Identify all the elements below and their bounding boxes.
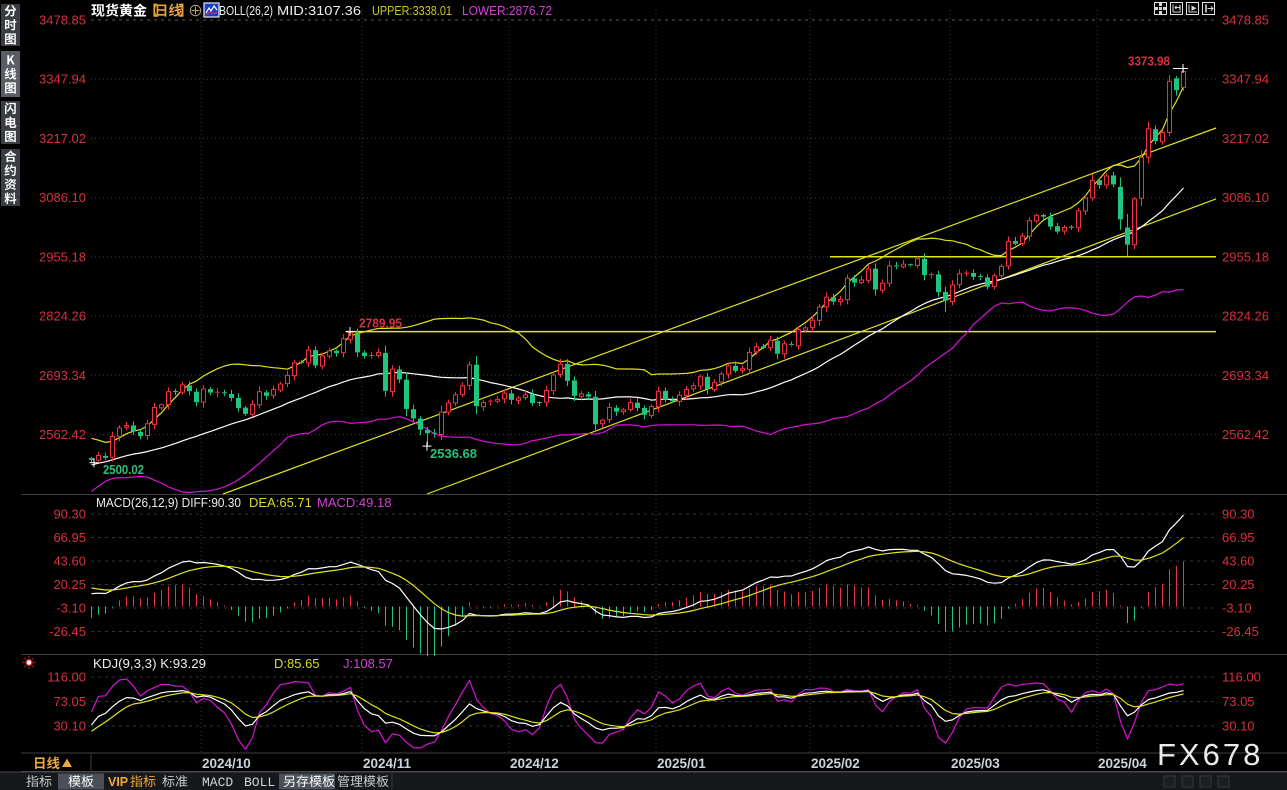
svg-text:-3.10: -3.10 [56,601,86,616]
svg-text:3086.10: 3086.10 [39,190,86,205]
svg-text:2955.18: 2955.18 [39,249,86,264]
svg-text:43.60: 43.60 [53,554,86,569]
svg-text:3086.10: 3086.10 [1222,190,1269,205]
svg-text:2500.02: 2500.02 [103,462,144,477]
svg-text:2536.68: 2536.68 [430,446,477,461]
svg-text:2025/04: 2025/04 [1098,756,1147,771]
svg-text:3217.02: 3217.02 [39,131,86,146]
svg-text:2024/11: 2024/11 [363,756,412,771]
svg-text:3478.85: 3478.85 [39,13,86,28]
svg-text:J:108.57: J:108.57 [343,656,393,671]
svg-text:90.30: 90.30 [1222,507,1255,522]
svg-text:43.60: 43.60 [1222,554,1255,569]
svg-text:2025/03: 2025/03 [951,756,1000,771]
svg-text:BOLL(26,2): BOLL(26,2) [219,3,273,18]
svg-text:MACD: MACD [202,775,233,790]
svg-text:3373.98: 3373.98 [1128,54,1170,69]
svg-text:-26.45: -26.45 [1222,624,1259,639]
svg-text:2955.18: 2955.18 [1222,249,1269,264]
svg-text:20.25: 20.25 [1222,577,1255,592]
svg-text:2024/12: 2024/12 [510,756,559,771]
svg-text:2693.34: 2693.34 [39,368,86,383]
svg-text:66.95: 66.95 [53,530,86,545]
svg-text:2025/02: 2025/02 [811,756,860,771]
svg-text:2025/01: 2025/01 [657,756,706,771]
svg-text:90.30: 90.30 [53,507,86,522]
svg-text:66.95: 66.95 [1222,530,1255,545]
svg-text:73.05: 73.05 [53,694,86,709]
svg-text:116.00: 116.00 [47,670,86,685]
svg-text:D:85.65: D:85.65 [274,656,320,671]
svg-text:3478.85: 3478.85 [1222,13,1269,28]
svg-text:20.25: 20.25 [53,577,86,592]
svg-text:30.10: 30.10 [53,719,86,734]
svg-text:3217.02: 3217.02 [1222,131,1269,146]
svg-text:2824.26: 2824.26 [1222,309,1269,324]
svg-text:2824.26: 2824.26 [39,309,86,324]
svg-text:2789.95: 2789.95 [359,316,402,331]
svg-text:VIP: VIP [108,775,128,789]
svg-text:LOWER:2876.72: LOWER:2876.72 [462,3,552,18]
svg-text:116.00: 116.00 [1222,670,1261,685]
svg-text:-26.45: -26.45 [49,624,86,639]
svg-text:UPPER:3338.01: UPPER:3338.01 [372,3,452,18]
svg-text:MID:3107.36: MID:3107.36 [277,3,361,18]
svg-text:MACD(26,12,9) DIFF:90.30: MACD(26,12,9) DIFF:90.30 [96,495,241,510]
svg-text:2562.42: 2562.42 [39,427,86,442]
svg-text:73.05: 73.05 [1222,694,1255,709]
svg-text:FX678: FX678 [1157,737,1263,772]
svg-text:BOLL: BOLL [244,775,275,790]
svg-text:3347.94: 3347.94 [39,72,86,87]
svg-text:2024/10: 2024/10 [202,756,251,771]
svg-text:DEA:65.71: DEA:65.71 [249,495,312,510]
svg-text:3347.94: 3347.94 [1222,72,1269,87]
svg-text:-3.10: -3.10 [1222,601,1252,616]
svg-text:2693.34: 2693.34 [1222,368,1269,383]
svg-text:MACD:49.18: MACD:49.18 [317,495,391,510]
svg-text:KDJ(9,3,3) K:93.29: KDJ(9,3,3) K:93.29 [93,656,206,671]
svg-text:30.10: 30.10 [1222,719,1255,734]
svg-text:2562.42: 2562.42 [1222,427,1269,442]
